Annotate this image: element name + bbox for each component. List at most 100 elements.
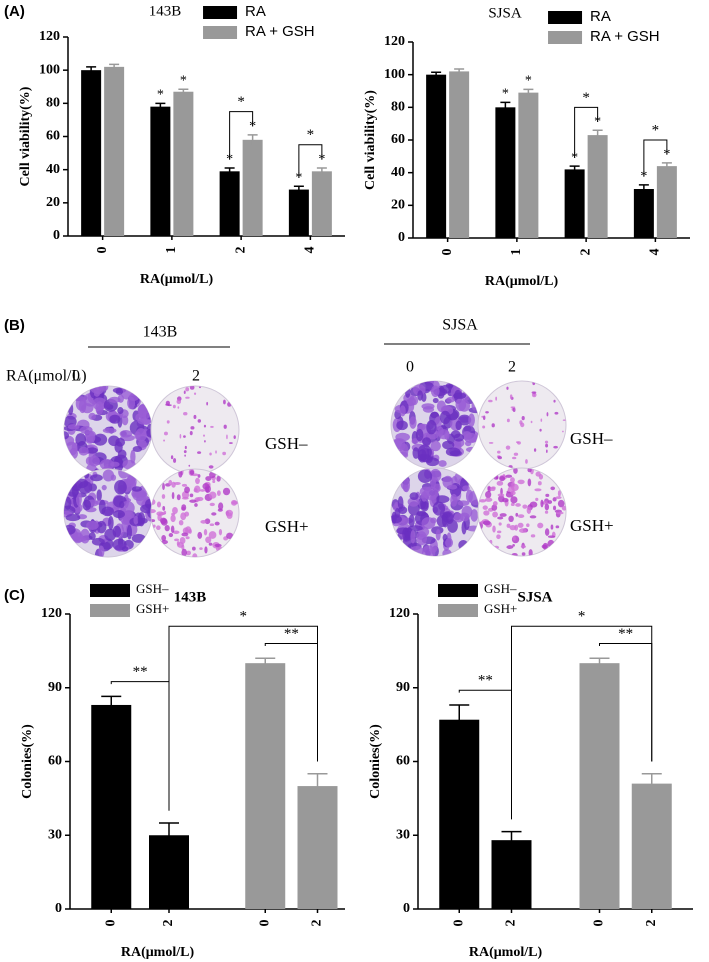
bar [631,783,672,909]
error-bar [109,63,120,70]
colony [538,474,544,480]
colony [513,468,518,474]
colony [457,500,470,506]
bar [564,169,585,238]
colony [75,433,87,446]
error-bar [523,88,534,96]
colony [407,497,420,507]
colony [510,502,515,507]
colony [181,483,188,487]
error-bar [638,184,649,194]
colony [497,450,501,454]
colony [545,493,550,498]
colony [417,444,432,460]
colony [496,530,502,534]
error-bar [155,102,166,110]
y-tick-label: 0 [55,901,62,916]
significance-label: * [502,87,509,102]
colony [526,506,532,515]
bar [297,786,338,909]
colony [461,505,473,518]
colony [197,474,201,478]
y-tick-label: 120 [389,606,410,621]
colony [199,547,203,550]
error-bar [316,167,327,175]
colony [522,504,528,509]
colony [214,521,220,526]
colony [90,474,103,482]
error-bar [247,134,258,145]
colony [167,404,172,407]
colony [171,491,175,500]
colony [195,477,200,485]
colony [455,420,462,431]
colony [114,480,127,495]
colony [499,513,507,517]
colony-dish [390,467,480,557]
error-bar [86,66,97,74]
colony [198,386,202,389]
colony [193,392,197,395]
significance-bracket [298,144,323,178]
colony [166,420,170,424]
colony [203,424,207,428]
colony [227,402,232,407]
colony [513,452,519,456]
colony [216,490,221,497]
colony [436,515,448,528]
colony [222,487,231,496]
x-axis-label: RA(μmol/L) [121,945,195,960]
bracket-label: * [578,609,586,625]
x-axis-label: RA(μmol/L) [469,945,543,960]
colony [511,456,517,460]
colony [415,428,424,442]
colony [168,479,173,486]
colony [512,407,516,413]
colony-dish [150,468,240,558]
colony [131,533,146,543]
chart-title: 143B [149,3,182,19]
colony [99,459,115,470]
bracket-label: ** [284,626,299,642]
colony [88,455,100,467]
chart-title: SJSA [488,5,522,21]
colony [152,524,156,528]
colony [510,406,516,409]
colony [202,483,210,490]
colony [509,525,517,531]
colony [505,474,513,478]
significance-bracket [643,139,668,177]
colony [492,525,496,533]
colony [67,402,74,416]
y-tick-label: 40 [46,162,60,177]
bar [518,92,539,238]
colony [210,425,214,428]
colonies [391,381,479,467]
colony [95,401,104,415]
colony [209,502,215,507]
colony [180,512,187,521]
y-tick-label: 30 [48,827,62,842]
colony [96,520,107,534]
colonies [478,468,566,556]
colony [208,531,217,539]
colony-dish [150,385,240,475]
colony [102,469,115,482]
colony [172,530,180,535]
colony [190,426,195,430]
dish [477,467,567,557]
colony [521,416,525,421]
colony [552,497,557,502]
significance-label: * [318,152,325,167]
colony [506,545,514,549]
colony [468,413,475,427]
colony [485,411,489,414]
colony [108,396,121,403]
colony [426,419,437,435]
colony [104,528,117,541]
colony [173,458,177,463]
colony [163,431,168,436]
colony [547,535,556,539]
colony [397,451,409,459]
colony [562,430,564,433]
